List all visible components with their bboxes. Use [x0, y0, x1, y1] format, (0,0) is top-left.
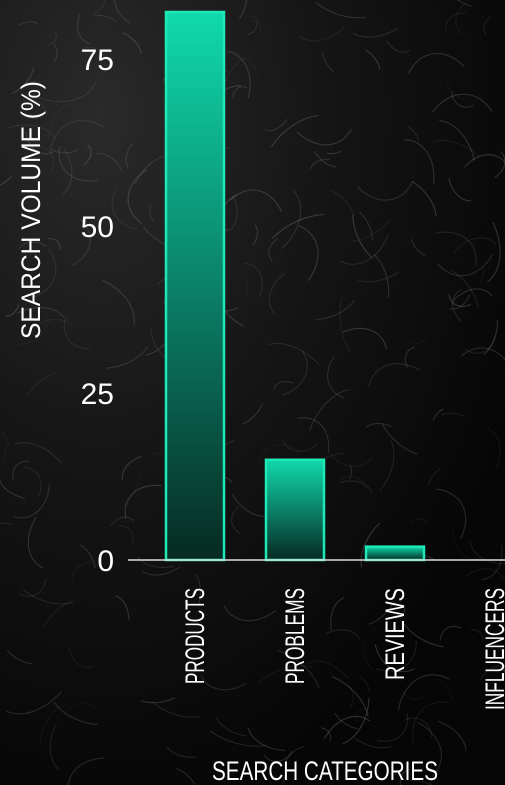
category-label-influencers: INFLUENCERS: [480, 588, 505, 710]
y-tick-label: 50: [81, 211, 114, 244]
bar-products: [164, 10, 226, 562]
bar-problems: [264, 458, 326, 562]
category-label-reviews: REVIEWS: [380, 588, 410, 680]
category-label-products: PRODUCTS: [180, 588, 210, 684]
bar-reviews: [364, 545, 426, 562]
y-tick-label: 25: [81, 378, 114, 411]
y-axis-title: SEARCH VOLUME (%): [16, 81, 46, 339]
y-tick-label: 75: [81, 44, 114, 77]
category-label-problems: PROBLEMS: [280, 588, 310, 684]
y-tick-label: 0: [97, 545, 114, 578]
x-axis-title: SEARCH CATEGORIES: [212, 756, 438, 785]
